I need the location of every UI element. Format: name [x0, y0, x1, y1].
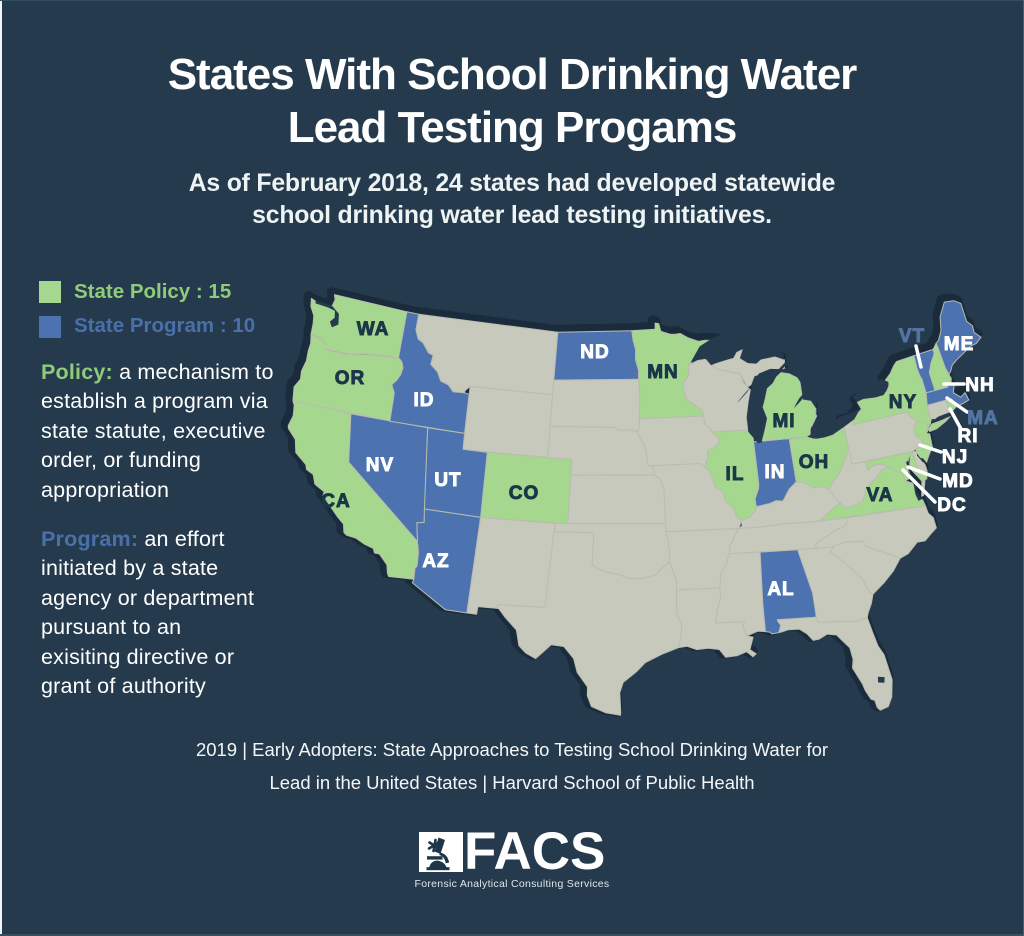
svg-text:NV: NV: [366, 455, 394, 476]
svg-text:AL: AL: [767, 579, 794, 600]
svg-text:NY: NY: [889, 392, 917, 413]
svg-text:WA: WA: [357, 319, 390, 340]
svg-text:UT: UT: [434, 470, 461, 491]
svg-text:IL: IL: [726, 464, 745, 485]
svg-text:CA: CA: [321, 491, 350, 512]
svg-text:NJ: NJ: [942, 447, 968, 468]
svg-text:OR: OR: [335, 368, 366, 389]
svg-text:NH: NH: [965, 375, 994, 396]
svg-text:RI: RI: [958, 426, 979, 447]
svg-text:DC: DC: [937, 495, 966, 516]
svg-text:IN: IN: [765, 462, 786, 483]
svg-text:CO: CO: [509, 483, 540, 504]
svg-text:VT: VT: [899, 326, 925, 347]
svg-text:ID: ID: [414, 390, 435, 411]
svg-text:MD: MD: [942, 471, 974, 492]
svg-text:MA: MA: [967, 408, 999, 429]
svg-text:VA: VA: [867, 485, 894, 506]
svg-text:ND: ND: [580, 342, 609, 363]
svg-text:OH: OH: [799, 452, 830, 473]
svg-text:MI: MI: [772, 411, 795, 432]
svg-text:ME: ME: [944, 334, 975, 355]
svg-text:AZ: AZ: [422, 551, 449, 572]
svg-text:MN: MN: [647, 362, 679, 383]
